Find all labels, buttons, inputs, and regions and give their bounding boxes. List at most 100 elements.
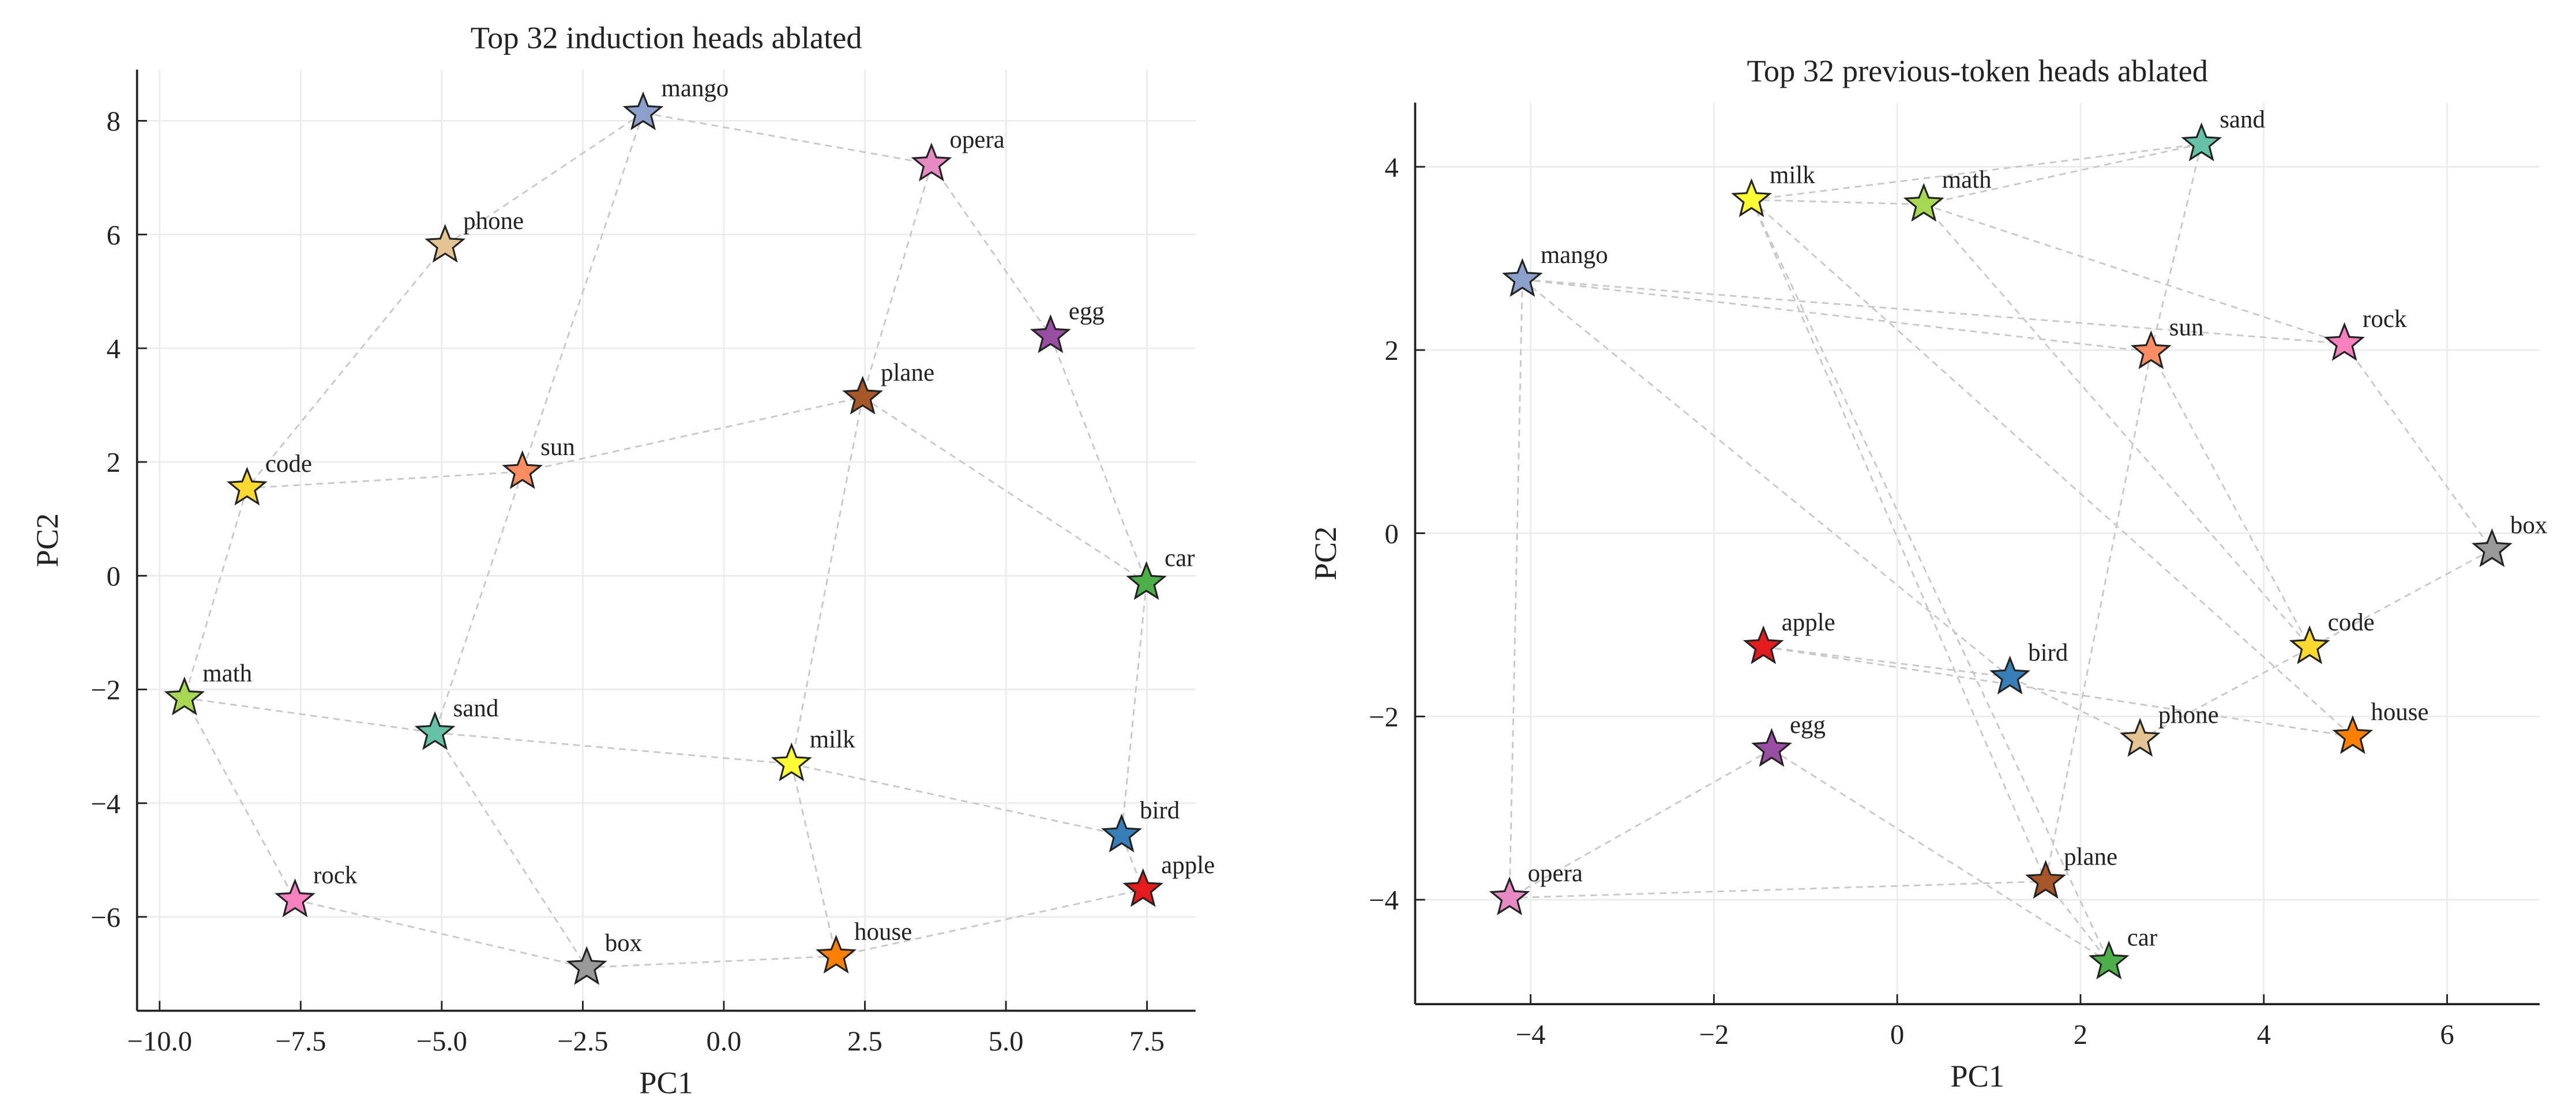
star-marker [2088, 940, 2130, 980]
edge [790, 764, 837, 957]
y-tick-label: 0 [107, 561, 121, 592]
point-label: math [202, 660, 252, 687]
x-axis-label: PC1 [639, 1066, 693, 1100]
point-label: egg [1790, 712, 1826, 739]
edge [1751, 198, 1924, 205]
x-tick-label: 5.0 [989, 1025, 1024, 1057]
edge [1121, 582, 1148, 836]
y-axis-label: PC2 [1308, 527, 1343, 581]
edge [1923, 203, 2345, 345]
star-marker [1126, 561, 1167, 600]
edge [444, 112, 644, 246]
x-tick-label: 0.0 [707, 1025, 742, 1057]
edge [1751, 199, 2353, 738]
x-tick-label: −2 [1699, 1019, 1729, 1050]
star-marker [1101, 813, 1142, 852]
edge [521, 112, 644, 472]
x-axis-label: PC1 [1950, 1059, 2004, 1093]
edge [1771, 749, 2109, 963]
point-label: mango [1541, 242, 1608, 269]
edge [930, 163, 1052, 336]
star-marker [2119, 717, 2161, 757]
star-marker [816, 934, 857, 974]
y-tick-label: 8 [107, 106, 121, 137]
y-tick-label: 4 [107, 333, 121, 364]
edge [1509, 749, 1773, 899]
edge [862, 396, 1147, 584]
star-marker [2025, 860, 2067, 899]
y-tick-label: −6 [91, 902, 121, 933]
point-label: code [2328, 609, 2375, 636]
star-marker [1030, 314, 1071, 354]
point-label: code [265, 450, 312, 478]
point-label: sand [2220, 106, 2265, 133]
edge [1923, 204, 2311, 648]
star-marker [911, 142, 952, 182]
point-label: sun [2169, 314, 2204, 341]
point-label: sun [540, 434, 575, 461]
edge [587, 955, 836, 969]
edge [836, 889, 1144, 957]
point-label: phone [2158, 701, 2219, 728]
edge [183, 697, 296, 900]
edge [862, 164, 933, 398]
star-marker [164, 676, 205, 716]
y-tick-label: 2 [1384, 335, 1398, 366]
edge [1049, 335, 1147, 583]
star-marker [2130, 330, 2172, 370]
edge [522, 396, 863, 473]
point-label: milk [810, 726, 855, 753]
edge [2010, 676, 2141, 741]
edge [2150, 144, 2203, 352]
star-marker [414, 711, 456, 750]
point-label: bird [1140, 797, 1180, 824]
point-label: rock [313, 862, 358, 889]
point-label: car [2127, 924, 2157, 951]
edge [1509, 880, 2046, 899]
y-tick-label: −4 [91, 788, 121, 820]
star-marker [1751, 728, 1792, 767]
point-label: opera [949, 126, 1004, 153]
point-label: house [854, 918, 912, 945]
point-label: house [2371, 699, 2428, 726]
edge [1522, 279, 2345, 345]
edge [1522, 279, 2011, 678]
edge [1923, 143, 2202, 205]
x-tick-label: −10.0 [127, 1025, 192, 1057]
point-label: opera [1528, 860, 1583, 887]
point-label: bird [2028, 639, 2068, 666]
x-tick-label: −4 [1516, 1019, 1546, 1050]
point-label: apple [1161, 852, 1215, 879]
x-tick-label: −5.0 [416, 1025, 467, 1057]
y-tick-label: 4 [1384, 152, 1398, 183]
x-tick-label: 2 [2074, 1019, 2087, 1050]
edge [2045, 351, 2152, 882]
edge [1522, 279, 2151, 353]
point-label: mango [662, 75, 729, 102]
x-tick-label: 6 [2440, 1019, 2454, 1050]
point-label: rock [2363, 306, 2407, 333]
edge [246, 245, 446, 489]
edge [183, 488, 248, 698]
y-tick-label: −2 [91, 675, 121, 706]
point-label: apple [1782, 609, 1835, 636]
star-marker [2471, 528, 2513, 567]
chart-title: Top 32 previous-token heads ablated [1747, 54, 2208, 88]
star-marker [502, 450, 543, 489]
y-tick-label: 0 [1384, 518, 1398, 550]
point-label: sand [453, 695, 499, 722]
star-marker [226, 467, 268, 506]
star-marker [1731, 178, 1772, 217]
star-marker [1989, 655, 2031, 695]
x-tick-label: 4 [2257, 1019, 2271, 1050]
x-tick-label: −2.5 [557, 1025, 608, 1057]
point-label: math [1942, 167, 1992, 194]
star-marker [1743, 625, 1784, 664]
star-marker [2289, 625, 2330, 664]
star-marker [771, 742, 812, 781]
point-label: box [2510, 512, 2547, 539]
edge [1763, 646, 2010, 678]
point-label: phone [463, 208, 524, 235]
star-marker [566, 946, 607, 985]
